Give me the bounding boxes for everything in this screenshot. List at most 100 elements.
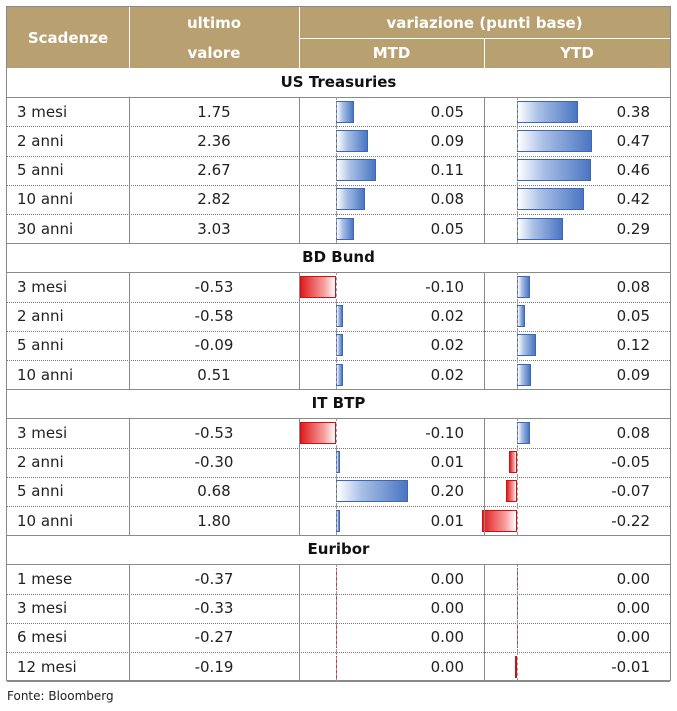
column-divider: [484, 97, 485, 244]
column-divider: [299, 272, 300, 390]
mtd-bar: [300, 421, 336, 444]
mtd-axis: [336, 272, 337, 302]
table-row: 1 mese -0.37 0.00 0.00: [7, 564, 670, 594]
ytd-axis: [517, 184, 518, 214]
column-divider: [484, 418, 485, 536]
ytd-bar: [509, 451, 517, 474]
ytd-value: 0.12: [616, 336, 650, 355]
maturity-label: 10 anni: [17, 365, 74, 384]
row-divider: [7, 360, 670, 361]
row-divider: [7, 476, 670, 478]
ytd-axis: [517, 506, 518, 536]
ytd-value: 0.08: [616, 277, 650, 296]
ytd-value: 0.00: [616, 628, 650, 647]
header-valore: valore: [187, 44, 241, 62]
table-row: 2 anni 2.36 0.09 0.47: [7, 126, 670, 156]
mtd-axis: [336, 593, 337, 623]
mtd-axis: [336, 330, 337, 360]
table-row: 5 anni -0.09 0.02 0.12: [7, 330, 670, 360]
source-note: Fonte: Bloomberg: [7, 689, 114, 703]
ytd-axis: [517, 126, 518, 156]
last-value: 2.36: [197, 131, 231, 150]
mtd-value: -0.10: [425, 423, 464, 442]
mtd-axis: [336, 155, 337, 185]
yield-table: Scadenze ultimo valore variazione (punti…: [6, 6, 671, 683]
ytd-value: 0.46: [616, 161, 650, 180]
mtd-axis: [336, 126, 337, 156]
mtd-value: 0.20: [430, 482, 464, 501]
header-ytd: YTD: [560, 44, 594, 62]
maturity-label: 30 anni: [17, 219, 74, 238]
last-value: 3.03: [197, 219, 231, 238]
table-row: 5 anni 2.67 0.11 0.46: [7, 155, 670, 185]
group-divider: [7, 97, 670, 99]
maturity-label: 2 anni: [17, 453, 64, 472]
row-divider: [7, 447, 670, 449]
row-divider: [7, 243, 670, 245]
table-row: 5 anni 0.68 0.20 -0.07: [7, 476, 670, 506]
mtd-value: 0.00: [430, 657, 464, 676]
mtd-axis: [336, 418, 337, 448]
last-value: -0.30: [194, 453, 234, 472]
ytd-value: 0.38: [616, 102, 650, 121]
last-value: 0.51: [197, 365, 231, 384]
header-ultimo: ultimo: [186, 13, 242, 32]
column-divider: [299, 418, 300, 536]
mtd-value: 0.00: [430, 599, 464, 618]
maturity-label: 10 anni: [17, 190, 74, 209]
last-value: 2.67: [197, 161, 231, 180]
column-divider: [484, 564, 485, 682]
ytd-value: 0.05: [616, 307, 650, 326]
table-row: 3 mesi -0.33 0.00 0.00: [7, 593, 670, 623]
ytd-value: 0.42: [616, 190, 650, 209]
row-divider: [7, 681, 670, 683]
group-title: Euribor: [307, 540, 370, 559]
column-divider: [484, 272, 485, 390]
last-value: -0.58: [194, 307, 234, 326]
column-divider: [129, 564, 130, 682]
mtd-value: 0.00: [430, 569, 464, 588]
row-divider: [7, 506, 670, 507]
table-row: 6 mesi -0.27 0.00 0.00: [7, 622, 670, 652]
last-value: 2.82: [197, 190, 231, 209]
mtd-axis: [336, 506, 337, 536]
ytd-axis: [517, 652, 518, 682]
table-header: Scadenze ultimo valore variazione (punti…: [7, 7, 670, 68]
column-divider: [299, 97, 300, 244]
column-divider: [129, 272, 130, 390]
ytd-bar: [481, 509, 517, 532]
last-value: -0.27: [194, 628, 234, 647]
table-row: 10 anni 1.80 0.01 -0.22: [7, 506, 670, 536]
mtd-axis: [336, 97, 337, 127]
mtd-value: 0.02: [430, 365, 464, 384]
last-value: 0.68: [197, 482, 231, 501]
group-divider: [7, 272, 670, 274]
maturity-label: 1 mese: [17, 569, 73, 588]
table-row: 2 anni -0.30 0.01 -0.05: [7, 447, 670, 477]
maturity-label: 5 anni: [17, 336, 64, 355]
ytd-axis: [517, 360, 518, 390]
ytd-axis: [517, 155, 518, 185]
ytd-value: 0.29: [616, 219, 650, 238]
ytd-value: -0.05: [611, 453, 650, 472]
last-value: -0.37: [194, 569, 234, 588]
ytd-value: 0.00: [616, 599, 650, 618]
row-divider: [7, 652, 670, 653]
row-divider: [7, 126, 670, 128]
last-value: -0.19: [194, 657, 234, 676]
maturity-label: 5 anni: [17, 161, 64, 180]
ytd-axis: [517, 272, 518, 302]
group-title: IT BTP: [311, 394, 366, 413]
mtd-axis: [336, 652, 337, 682]
group-divider: [7, 564, 670, 566]
header-divider: [299, 7, 300, 68]
table-row: 3 mesi 1.75 0.05 0.38: [7, 97, 670, 127]
table-row: 2 anni -0.58 0.02 0.05: [7, 301, 670, 331]
mtd-axis: [336, 476, 337, 506]
ytd-axis: [517, 593, 518, 623]
mtd-value: 0.02: [430, 307, 464, 326]
mtd-value: 0.02: [430, 336, 464, 355]
group-title: US Treasuries: [280, 73, 397, 91]
header-divider: [299, 38, 670, 39]
row-divider: [7, 184, 670, 186]
